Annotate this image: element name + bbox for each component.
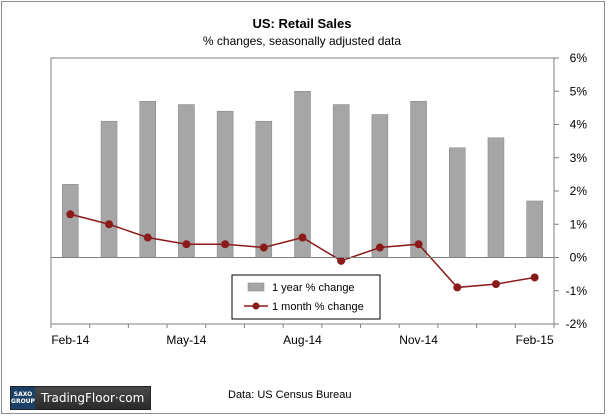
point-1mo-Jan-15	[491, 280, 500, 289]
bar-1yr-Jul-14	[255, 120, 273, 258]
y-tick-label: 5%	[570, 84, 588, 98]
point-1mo-Nov-14	[414, 240, 423, 249]
chart-title: US: Retail Sales	[253, 16, 352, 31]
bar-1yr-Dec-14	[449, 147, 466, 258]
point-1mo-Sep-14	[337, 256, 346, 265]
x-tick-label: May-14	[166, 333, 206, 347]
logo-top-text: SAXO	[13, 391, 33, 398]
bar-1yr-Aug-14	[294, 91, 311, 258]
x-tick-label: Feb-14	[51, 333, 89, 347]
bar-1yr-May-14	[178, 104, 195, 258]
bar-1yr-Oct-14	[371, 114, 389, 258]
retail-sales-chart: US: Retail Sales % changes, seasonally a…	[50, 16, 588, 347]
logo-bottom-text: GROUP	[11, 398, 35, 405]
point-1mo-Jun-14	[221, 240, 230, 249]
point-1mo-Feb-14	[66, 210, 75, 219]
y-tick-label: -1%	[566, 284, 588, 298]
y-tick-label: 1%	[570, 217, 588, 231]
y-tick-label: 6%	[570, 51, 588, 65]
chart-subtitle: % changes, seasonally adjusted data	[203, 34, 401, 48]
logo-wordmark: TradingFloor·com	[35, 387, 151, 409]
y-tick-label: 4%	[570, 118, 588, 132]
point-1mo-Aug-14	[298, 233, 307, 242]
legend-label-1yr: 1 year % change	[272, 282, 355, 294]
x-tick-label: Aug-14	[283, 333, 322, 347]
legend-swatch-bar	[247, 282, 265, 292]
bar-1yr-Nov-14	[410, 100, 427, 258]
bar-1yr-Feb-15	[526, 200, 543, 258]
data-source: Data: US Census Bureau	[228, 389, 352, 401]
bar-1yr-Sep-14	[332, 104, 350, 258]
point-1mo-Apr-14	[143, 233, 152, 242]
bar-1yr-Jan-15	[487, 137, 505, 258]
point-1mo-Oct-14	[375, 243, 384, 252]
tradingfloor-logo[interactable]: SAXO GROUP TradingFloor·com	[10, 386, 152, 410]
bar-1yr-Feb-14	[62, 184, 79, 258]
point-1mo-Feb-15	[530, 273, 539, 282]
point-1mo-Mar-14	[105, 220, 114, 229]
x-tick-label: Nov-14	[399, 333, 438, 347]
legend-label-1mo: 1 month % change	[272, 301, 364, 313]
y-tick-label: 0%	[570, 251, 588, 265]
footer: SAXO GROUP TradingFloor·com Data: US Cen…	[2, 382, 606, 414]
y-tick-label: 2%	[570, 184, 588, 198]
bar-1yr-Jun-14	[216, 110, 234, 258]
y-tick-label: 3%	[570, 151, 588, 165]
legend-swatch-marker	[252, 302, 260, 310]
point-1mo-Jul-14	[259, 243, 268, 252]
point-1mo-May-14	[182, 240, 191, 249]
y-tick-label: -2%	[566, 317, 588, 331]
legend-box	[231, 274, 381, 320]
saxo-group-badge: SAXO GROUP	[11, 387, 35, 409]
x-tick-label: Feb-15	[516, 333, 554, 347]
bar-1yr-Mar-14	[100, 120, 118, 258]
point-1mo-Dec-14	[453, 283, 462, 292]
chart-legend: 1 year % change 1 month % change	[231, 274, 381, 320]
